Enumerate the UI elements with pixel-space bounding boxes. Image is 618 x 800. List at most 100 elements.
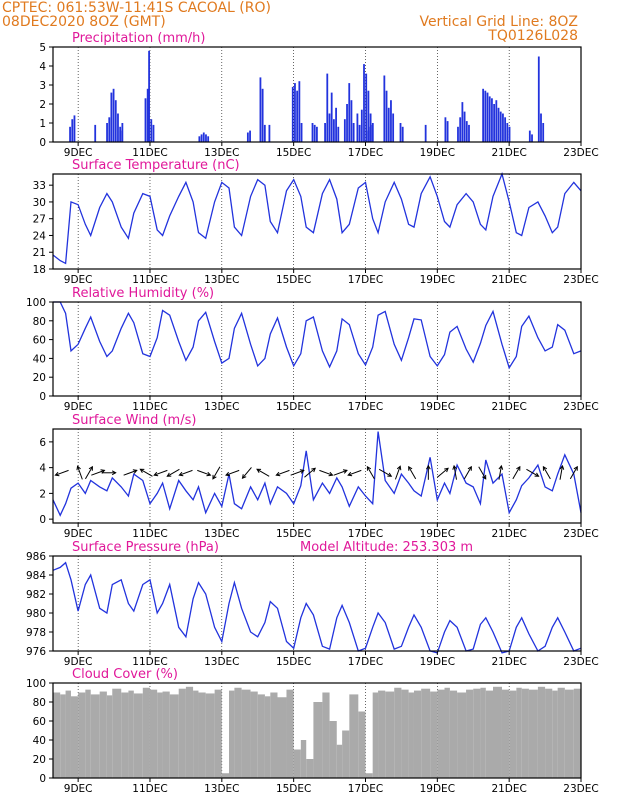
wind-vector-shaft xyxy=(319,469,333,476)
x-tick-label: 11DEC xyxy=(132,274,167,286)
y-tick-label: 60 xyxy=(33,335,46,347)
wind-vector-shaft xyxy=(212,466,221,480)
cloud-bar xyxy=(480,687,486,778)
x-tick-label: 15DEC xyxy=(276,401,311,413)
panel-frame xyxy=(52,173,582,270)
precip-bar xyxy=(371,124,374,142)
wind-vector xyxy=(101,470,117,476)
wind-vector-shaft xyxy=(437,467,449,478)
wind-vector xyxy=(478,466,487,480)
wind-vector xyxy=(225,469,240,477)
x-tick-label: 15DEC xyxy=(276,274,311,286)
cloud-bar xyxy=(185,686,194,778)
wind-vector-head xyxy=(559,464,565,470)
wind-vector-head xyxy=(206,471,212,477)
wind-vector-head xyxy=(132,469,138,474)
precip-bar xyxy=(392,113,395,142)
precip-bar xyxy=(531,134,533,142)
precip-bar xyxy=(296,90,299,142)
wind-vector xyxy=(153,469,168,477)
wind-vector-shaft xyxy=(512,466,521,480)
wind-vector-head xyxy=(76,465,81,471)
cloud-bar xyxy=(162,691,170,778)
y-tick-label: 100 xyxy=(26,297,46,309)
precip-bar xyxy=(528,130,531,142)
wind-vector-shaft xyxy=(478,466,487,480)
cloud-bar xyxy=(493,686,502,778)
panel-rh: 0 20 40 60 80 100 9DEC 11DEC 13DEC 15DEC 17DEC 19DE… xyxy=(26,286,599,413)
wind-vector xyxy=(394,465,402,480)
x-tick-label: 15DEC xyxy=(276,147,311,159)
precip-bar xyxy=(332,119,335,142)
cloud-bar xyxy=(157,692,163,778)
wind-vector-head xyxy=(153,471,159,477)
precip-bar xyxy=(328,113,331,142)
cloud-bar xyxy=(214,689,222,778)
wind-vector-head xyxy=(241,474,247,479)
cloud-bar xyxy=(112,688,122,778)
precip-bar xyxy=(313,124,316,142)
precip-bar xyxy=(502,113,504,142)
cloud-bar xyxy=(178,688,186,778)
cloud-bar xyxy=(78,692,86,778)
y-tick-label: 6 xyxy=(39,437,46,449)
cloud-bar xyxy=(444,687,450,778)
wind-vector-shaft xyxy=(569,466,578,480)
wind-vector xyxy=(526,468,540,477)
wind-vector-shaft xyxy=(463,466,472,480)
wind-vector-shaft xyxy=(347,469,362,476)
cloud-bar xyxy=(221,773,229,778)
wind-vector xyxy=(425,464,431,480)
cloud-bar xyxy=(106,695,113,778)
precip-bar xyxy=(150,119,153,142)
y-tick-label: 980 xyxy=(26,608,46,620)
precip-bar xyxy=(493,104,496,142)
precip-bar xyxy=(356,113,359,142)
panel-precip: 0 1 2 3 4 5 9DEC 11DEC 13DEC 15DEC 17DEC 19DEC 21DEC… xyxy=(39,31,598,159)
wind-vector-head xyxy=(482,474,487,480)
wind-vector-head xyxy=(387,472,393,477)
wind-vector-shaft xyxy=(91,469,105,476)
x-tick-label: 13DEC xyxy=(204,401,239,413)
panel-frame xyxy=(52,555,582,652)
precip-bar xyxy=(463,111,466,142)
cloud-bar xyxy=(90,694,100,778)
precip-bar xyxy=(352,123,355,142)
wind-vector xyxy=(347,469,362,477)
cloud-bar xyxy=(229,690,235,778)
panel-cloud: 0 20 40 60 80 100 9DEC 11DEC 13DEC 15DEC 17DEC 19DE… xyxy=(26,667,599,795)
x-tick-label: 19DEC xyxy=(420,656,455,668)
wind-vector-head xyxy=(542,465,548,471)
cloud-bar xyxy=(277,697,287,778)
precip-bar xyxy=(497,107,500,142)
cloud-bar xyxy=(401,689,409,778)
x-tick-label: 21DEC xyxy=(491,147,526,159)
cloud-bar xyxy=(408,692,414,778)
cloud-bar xyxy=(516,687,522,778)
precip-bar xyxy=(69,126,71,142)
wind-vector-shaft xyxy=(55,469,69,476)
wind-vector xyxy=(290,469,305,476)
wind-vector xyxy=(542,465,551,480)
x-tick-label: 21DEC xyxy=(491,528,526,540)
precip-bar xyxy=(202,132,205,142)
precip-bar xyxy=(465,121,468,142)
precip-bar xyxy=(540,113,542,142)
precip-bar xyxy=(200,134,203,142)
wind-vector-shaft xyxy=(290,469,304,476)
wind-vector xyxy=(178,469,193,477)
x-tick-label: 23DEC xyxy=(563,783,598,795)
precip-bar xyxy=(444,117,447,142)
wind-vector-head xyxy=(425,464,431,470)
wind-vector-head xyxy=(328,471,334,477)
wind-vector xyxy=(197,469,212,477)
precip-bar xyxy=(468,124,470,142)
precip-bar xyxy=(326,73,329,142)
y-tick-label: 18 xyxy=(33,264,46,276)
precip-bar xyxy=(367,130,370,142)
cloud-bar xyxy=(85,689,91,778)
panel-title: Relative Humidity (%) xyxy=(72,286,214,301)
wind-vector-shaft xyxy=(408,466,417,480)
wind-vector xyxy=(512,465,521,480)
